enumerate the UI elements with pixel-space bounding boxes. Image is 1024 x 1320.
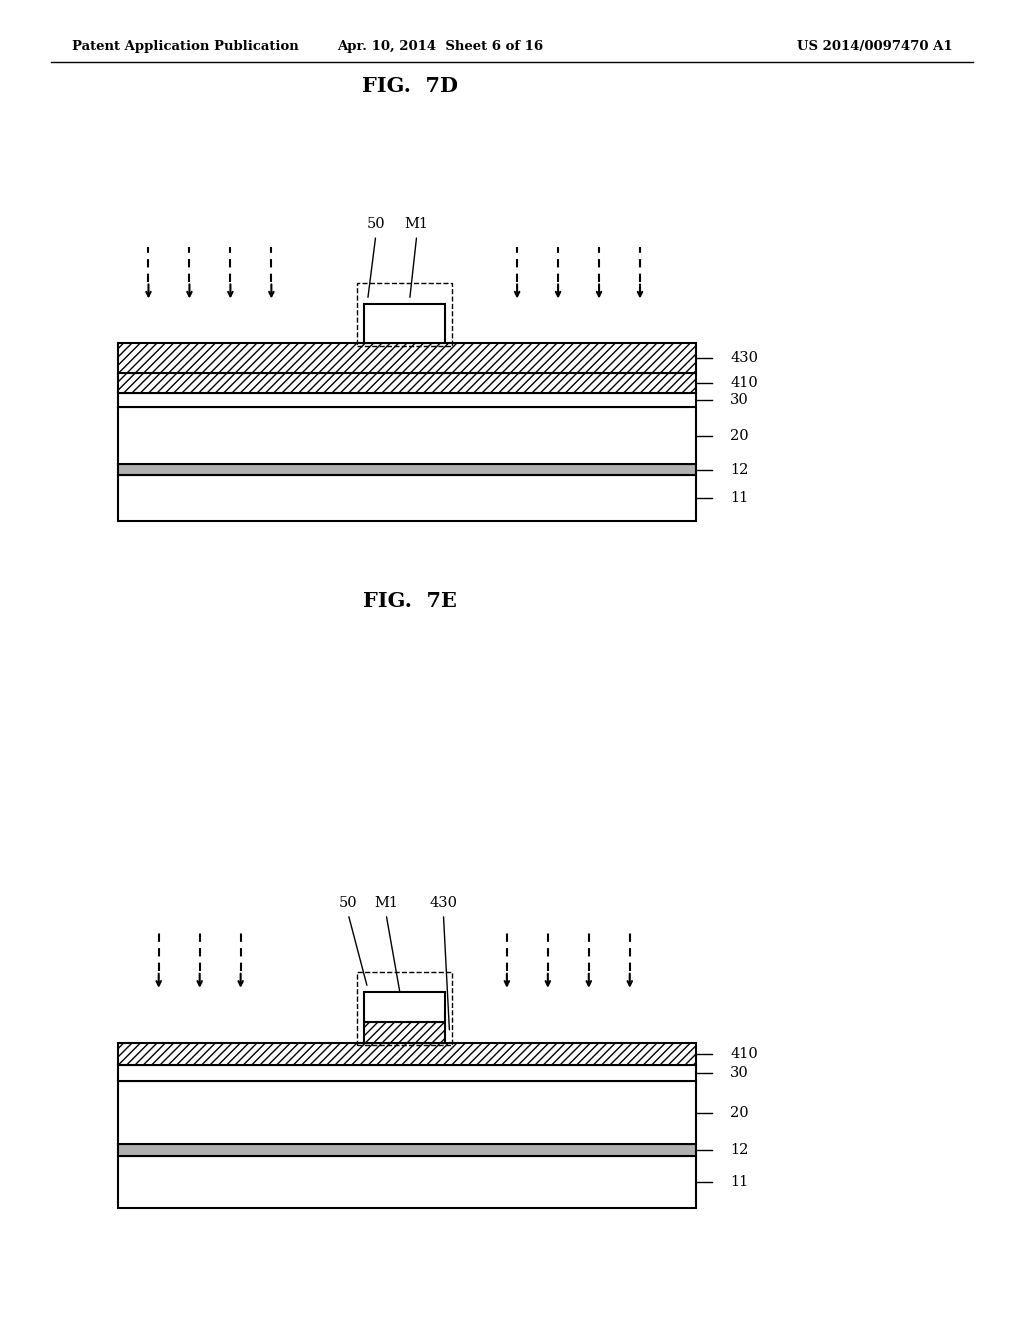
Bar	[118, 1156, 696, 1208]
Text: 410: 410	[730, 1047, 758, 1061]
Text: 11: 11	[730, 1175, 749, 1189]
Bar	[364, 993, 445, 1022]
Text: FIG.  7E: FIG. 7E	[362, 590, 457, 611]
Text: 11: 11	[730, 491, 749, 506]
Bar	[118, 343, 696, 374]
Text: Patent Application Publication: Patent Application Publication	[72, 40, 298, 53]
Text: M1: M1	[374, 896, 398, 911]
Bar	[118, 393, 696, 408]
Text: 20: 20	[730, 429, 749, 444]
Text: 50: 50	[367, 218, 385, 231]
Text: 30: 30	[730, 1067, 749, 1080]
Text: FIG.  7D: FIG. 7D	[361, 75, 458, 96]
Bar	[118, 408, 696, 465]
Text: 12: 12	[730, 463, 749, 477]
Text: 20: 20	[730, 1106, 749, 1119]
Text: 430: 430	[429, 896, 458, 911]
Bar	[118, 343, 696, 374]
Text: US 2014/0097470 A1: US 2014/0097470 A1	[797, 40, 952, 53]
Bar	[118, 1043, 696, 1065]
Text: 430: 430	[730, 351, 758, 366]
Bar	[357, 972, 452, 1045]
Bar	[118, 475, 696, 521]
Text: 30: 30	[730, 393, 749, 408]
Bar	[118, 1065, 696, 1081]
Text: 12: 12	[730, 1143, 749, 1158]
Text: Apr. 10, 2014  Sheet 6 of 16: Apr. 10, 2014 Sheet 6 of 16	[337, 40, 544, 53]
Bar	[118, 374, 696, 393]
Bar	[118, 374, 696, 393]
Bar	[364, 1022, 445, 1043]
Bar	[118, 1144, 696, 1156]
Bar	[364, 304, 445, 343]
Bar	[357, 282, 452, 346]
Bar	[118, 1043, 696, 1065]
Bar	[118, 1081, 696, 1144]
Text: 410: 410	[730, 376, 758, 391]
Bar	[118, 465, 696, 475]
Bar	[364, 1022, 445, 1043]
Text: M1: M1	[404, 218, 429, 231]
Text: 50: 50	[339, 896, 357, 911]
